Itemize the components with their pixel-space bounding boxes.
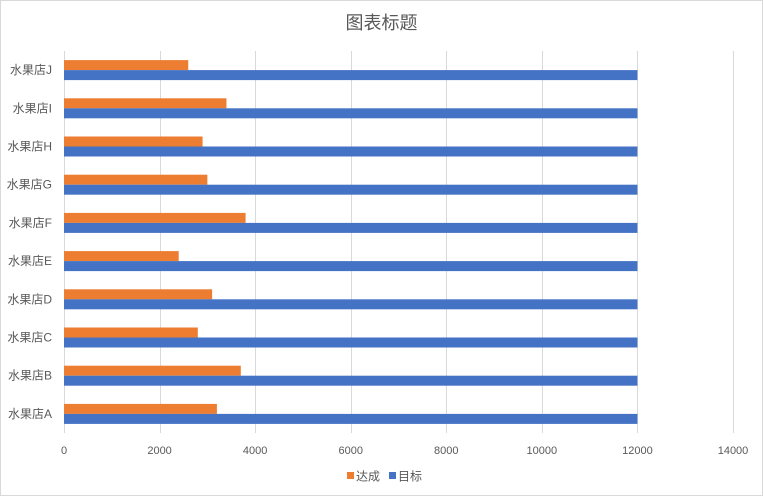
category-label: 水果店G xyxy=(7,178,52,192)
achieved-bar-store-i xyxy=(64,98,227,109)
target-bar-store-c xyxy=(64,337,638,348)
achieved-bar-store-b xyxy=(64,365,241,376)
legend: 达成 目标 xyxy=(347,470,422,484)
chart-title: 图表标题 xyxy=(346,13,418,33)
category-label: 水果店E xyxy=(8,254,52,268)
x-tick-label: 12000 xyxy=(622,445,653,457)
category-label: 水果店D xyxy=(7,292,52,306)
value-axis: 0 2000 4000 6000 8000 10000 12000 14000 xyxy=(61,445,748,457)
target-bar-store-e xyxy=(64,261,638,272)
legend-label-target: 目标 xyxy=(398,470,422,484)
category-label: 水果店B xyxy=(8,369,52,383)
category-label: 水果店H xyxy=(7,140,52,154)
category-label: 水果店A xyxy=(8,407,52,421)
target-bar-store-a xyxy=(64,413,638,424)
x-tick-label: 2000 xyxy=(147,445,171,457)
target-bar-store-h xyxy=(64,146,638,157)
x-tick-label: 10000 xyxy=(527,445,558,457)
target-bar-store-g xyxy=(64,184,638,195)
target-bar-store-f xyxy=(64,222,638,233)
category-label: 水果店J xyxy=(10,63,52,77)
achieved-bar-store-c xyxy=(64,327,198,338)
achieved-bar-store-j xyxy=(64,60,189,71)
category-axis: 水果店A 水果店B 水果店C 水果店D 水果店E 水果店F 水果店G 水果店H 水果店I 水果店J xyxy=(7,63,53,421)
bars xyxy=(64,60,638,424)
achieved-bar-store-f xyxy=(64,212,246,223)
achieved-bar-store-a xyxy=(64,403,217,414)
target-bar-store-b xyxy=(64,375,638,386)
legend-swatch-target xyxy=(389,472,396,479)
category-label: 水果店F xyxy=(9,216,52,230)
target-bar-store-j xyxy=(64,70,638,81)
achieved-bar-store-h xyxy=(64,136,203,147)
category-label: 水果店C xyxy=(7,331,52,345)
achieved-bar-store-d xyxy=(64,289,213,300)
x-tick-label: 4000 xyxy=(243,445,267,457)
x-tick-label: 6000 xyxy=(338,445,362,457)
target-bar-store-i xyxy=(64,108,638,119)
legend-swatch-achieved xyxy=(347,472,354,479)
category-label: 水果店I xyxy=(13,101,52,115)
legend-label-achieved: 达成 xyxy=(356,470,380,484)
x-tick-label: 14000 xyxy=(718,445,749,457)
achieved-bar-store-e xyxy=(64,251,179,262)
x-tick-label: 0 xyxy=(61,445,67,457)
x-tick-label: 8000 xyxy=(434,445,458,457)
target-bar-store-d xyxy=(64,299,638,310)
achieved-bar-store-g xyxy=(64,174,208,185)
